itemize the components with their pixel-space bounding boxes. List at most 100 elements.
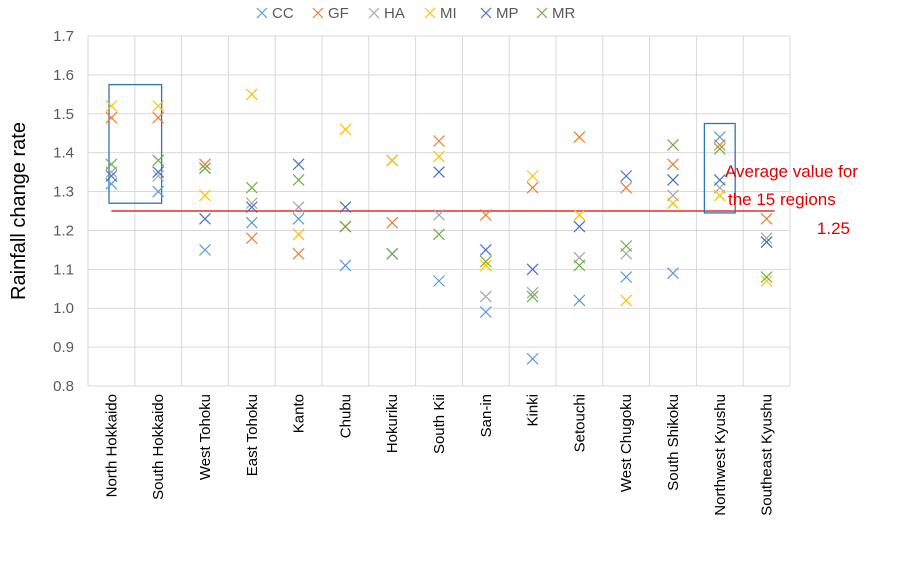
highlight-boxes — [108, 83, 736, 214]
data-point-mp — [199, 212, 211, 225]
legend-label: GF — [328, 5, 349, 22]
data-point-gf — [713, 138, 726, 151]
data-point-ha — [433, 208, 445, 221]
legend-marker — [368, 7, 380, 19]
data-point-mi — [667, 197, 679, 210]
data-point-mi — [479, 259, 492, 272]
legend-label: MP — [496, 5, 519, 22]
data-point-ha — [526, 286, 539, 299]
data-point-cc — [245, 216, 258, 229]
data-point-mr — [386, 247, 399, 260]
data-point-mi — [760, 275, 773, 287]
data-point-ha — [245, 197, 258, 210]
data-point-mp — [245, 201, 258, 214]
data-point-mp — [479, 243, 492, 256]
data-point-gf — [433, 135, 445, 147]
data-point-cc — [339, 259, 352, 272]
x-category-label: Chubu — [337, 394, 354, 438]
x-category-label: North Hokkaido — [103, 394, 120, 497]
data-point-cc — [433, 275, 445, 287]
data-point-mi — [433, 150, 445, 163]
data-point-mi — [573, 208, 586, 221]
data-point-mi — [339, 123, 352, 136]
x-category-label: West Chugoku — [618, 394, 635, 492]
data-point-cc — [573, 294, 586, 307]
x-category-label: Kinki — [525, 394, 542, 427]
x-category-label: South Shikoku — [665, 394, 682, 491]
data-point-mi — [713, 189, 726, 202]
y-axis-ticks: 0.8 0.9 1.0 1.1 1.2 1.3 1.4 1.5 1.6 1.7 — [53, 28, 74, 395]
data-point-mr — [479, 255, 492, 268]
data-point-cc — [620, 271, 633, 284]
data-point-mp — [667, 173, 679, 186]
data-point-mr — [199, 162, 211, 175]
y-tick-label: 1.0 — [53, 300, 74, 317]
y-tick-label: 1.7 — [53, 28, 74, 45]
data-point-mr — [573, 259, 586, 272]
highlight-box — [108, 83, 163, 204]
data-point-mi — [292, 228, 305, 241]
data-point-gf — [573, 131, 586, 144]
data-point-mp — [760, 236, 773, 249]
annotation-line: the 15 regions — [728, 190, 836, 209]
legend: CC GF HA MI MP MR — [256, 5, 575, 22]
data-point-mr — [667, 138, 679, 151]
legend-entry: MP — [480, 5, 519, 22]
y-tick-label: 1.4 — [53, 145, 74, 162]
x-category-label: West Tohoku — [197, 394, 214, 480]
data-point-mr — [713, 142, 726, 155]
legend-marker — [480, 7, 492, 19]
data-point-mi — [105, 100, 118, 112]
highlight-box — [703, 122, 736, 214]
legend-label: MR — [552, 5, 575, 22]
y-tick-label: 1.1 — [53, 261, 74, 278]
y-tick-label: 0.8 — [53, 378, 74, 395]
x-category-label: South Kii — [431, 394, 448, 454]
data-point-mr — [245, 181, 258, 194]
legend-marker — [256, 7, 268, 19]
data-point-mi — [199, 189, 211, 202]
data-point-mi — [620, 294, 633, 307]
legend-label: MI — [440, 5, 457, 22]
x-category-label: South Hokkaido — [150, 394, 167, 500]
data-point-ha — [292, 201, 305, 214]
legend-marker — [536, 7, 548, 19]
data-point-mp — [339, 201, 352, 214]
legend-marker — [424, 7, 436, 19]
average-annotation: Average value for the 15 regions 1.25 — [725, 162, 858, 238]
data-point-mi — [152, 100, 165, 112]
legend-entry: CC — [256, 5, 294, 22]
x-category-label: Hokuriku — [384, 394, 401, 453]
legend-label: CC — [272, 5, 294, 22]
data-point-gf — [245, 232, 258, 245]
data-point-gf — [620, 181, 633, 194]
y-tick-label: 1.5 — [53, 106, 74, 123]
data-point-gf — [479, 208, 492, 221]
data-point-mp — [433, 166, 445, 179]
y-tick-label: 1.2 — [53, 222, 74, 239]
data-point-mp — [526, 263, 539, 276]
data-point-mr — [152, 154, 165, 167]
x-axis-categories: North Hokkaido South Hokkaido West Tohoku E… — [103, 394, 775, 516]
x-category-label: San-in — [478, 394, 495, 437]
data-point-cc — [152, 185, 165, 198]
data-point-mr — [339, 220, 352, 233]
y-axis-label: Rainfall change rate — [8, 122, 30, 300]
data-point-ha — [479, 290, 492, 303]
y-tick-label: 0.9 — [53, 339, 74, 356]
data-point-cc — [292, 212, 305, 225]
data-point-mp — [105, 170, 118, 182]
x-category-label: Northwest Kyushu — [712, 394, 729, 516]
legend-entry: MR — [536, 5, 575, 22]
legend-marker — [312, 7, 324, 19]
x-category-label: Kanto — [291, 394, 308, 433]
data-point-mp — [620, 170, 633, 182]
data-point-cc — [526, 352, 539, 365]
data-point-mp — [713, 173, 726, 186]
data-point-mi — [526, 170, 539, 182]
x-category-label: Setouchi — [571, 394, 588, 452]
data-point-gf — [386, 216, 399, 229]
data-point-gf — [526, 181, 539, 194]
data-point-mp — [573, 220, 586, 233]
